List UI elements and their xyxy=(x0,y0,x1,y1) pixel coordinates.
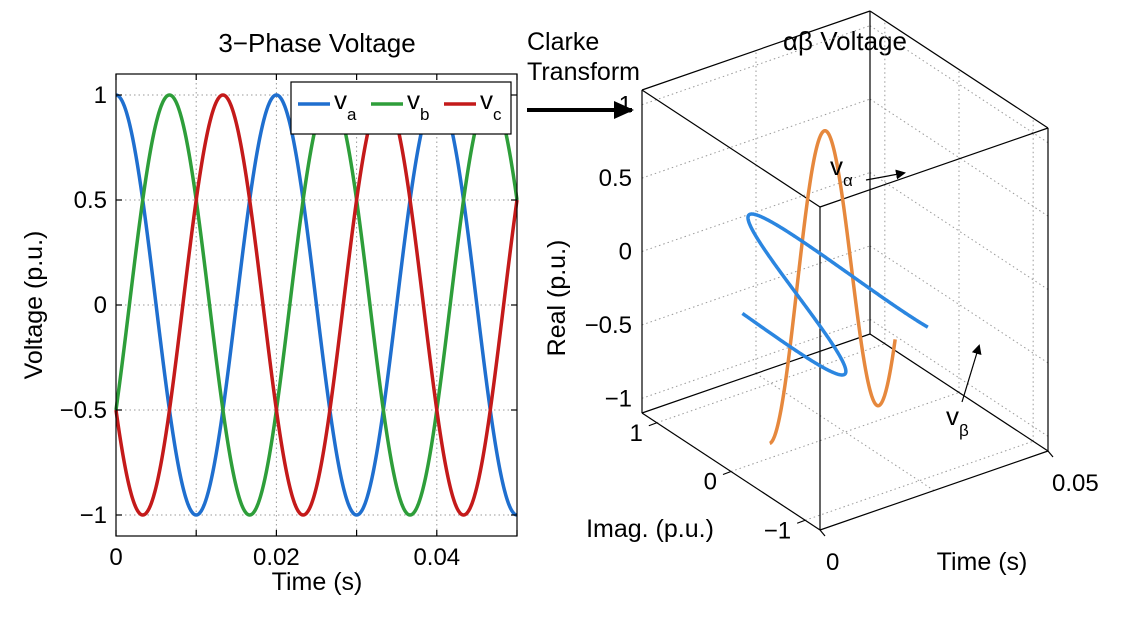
right-grid-floor-imag xyxy=(805,440,1034,521)
right-time-tick-label: 0.05 xyxy=(1052,470,1099,497)
left-x-axis-label: Time (s) xyxy=(272,568,363,596)
left-y-tick-label: −0.5 xyxy=(60,397,107,424)
legend-label-vc: vc xyxy=(480,85,502,124)
left-x-tick-label: 0.04 xyxy=(413,544,460,571)
left-x-tick-label: 0.02 xyxy=(253,544,300,571)
right-grid-floor-imag xyxy=(730,392,960,472)
right-time-tick-label: 0 xyxy=(826,549,839,576)
left-y-axis-label: Voltage (p.u.) xyxy=(20,231,48,380)
annotation-v-beta: vβ xyxy=(946,344,982,440)
right-box-edge xyxy=(641,10,871,91)
left-chart-title: 3−Phase Voltage xyxy=(218,28,415,58)
right-grid-back-real xyxy=(641,245,871,326)
right-imag-axis-label: Imag. (p.u.) xyxy=(586,515,714,543)
annotation-v-beta-label: vβ xyxy=(946,401,969,440)
right-time-axis-label: Time (s) xyxy=(937,548,1028,576)
legend-label-va: va xyxy=(334,85,357,124)
legend-label-vb: vb xyxy=(407,85,429,124)
left-y-tick-label: 1 xyxy=(94,82,107,109)
left-series-group xyxy=(114,93,519,517)
left-y-tick-label: −1 xyxy=(80,502,107,529)
left-tick-group: 0 0.02 0.04 −1 −0.5 0 0.5 1 xyxy=(60,74,518,571)
right-imag-tick-label: 0 xyxy=(704,469,717,496)
right-box-edge xyxy=(869,10,1049,129)
right-axes-box xyxy=(641,10,1049,531)
right-box-edge xyxy=(641,333,871,414)
series-line-v-alpha xyxy=(768,128,897,446)
legend: va vb vc xyxy=(290,81,512,135)
right-chart-title: αβ Voltage xyxy=(783,26,907,56)
right-imag-tick-mark xyxy=(796,519,806,524)
series-line-va xyxy=(114,93,519,517)
series-line-v-beta xyxy=(741,212,929,377)
right-grid-floor-imag xyxy=(656,343,885,424)
right-real-tick-label: 1 xyxy=(619,92,632,119)
annotation-v-beta-arrow xyxy=(961,344,982,403)
right-box-edge xyxy=(819,450,1049,531)
right-imag-tick-label: 1 xyxy=(629,420,642,447)
right-real-tick-label: −1 xyxy=(605,385,632,412)
left-x-tick-label: 0 xyxy=(109,544,122,571)
right-real-tick-label: 0.5 xyxy=(599,165,632,192)
right-box-edge xyxy=(641,89,821,208)
right-box-edge xyxy=(819,127,1049,208)
phase-voltage-plot: 3−Phase Voltage 0 0.02 0.04 −1 −0.5 0 0.5 1 Tim… xyxy=(20,28,519,596)
arrow-label-line2: Transform xyxy=(527,58,640,86)
left-y-tick-label: 0 xyxy=(94,292,107,319)
right-imag-tick-label: −1 xyxy=(764,517,791,544)
right-series-group xyxy=(741,128,929,446)
annotation-v-alpha-label: vα xyxy=(830,151,853,190)
alpha-beta-plot: αβ Voltage −1 −0.5 0 0.5 1 −1 0 1 0 0.05 Real (p.… xyxy=(543,10,1099,576)
right-box-edge xyxy=(869,333,1049,452)
legend-box xyxy=(290,81,512,135)
right-real-tick-label: −0.5 xyxy=(585,312,632,339)
left-y-tick-label: 0.5 xyxy=(74,187,107,214)
annotation-v-alpha: vα xyxy=(830,151,906,190)
right-grid-side-real xyxy=(869,172,1049,290)
right-imag-tick-mark xyxy=(722,470,732,476)
right-grid-side-real xyxy=(869,25,1049,144)
arrow-label-line1: Clarke xyxy=(527,28,599,56)
right-imag-tick-mark xyxy=(648,422,658,427)
annotation-v-alpha-arrow xyxy=(865,169,906,181)
right-real-tick-label: 0 xyxy=(619,239,632,266)
right-real-axis-label: Real (p.u.) xyxy=(543,240,571,357)
right-time-tick-mark xyxy=(819,529,826,537)
right-tick-group: −1 −0.5 0 0.5 1 −1 0 1 0 0.05 xyxy=(585,92,1099,576)
series-line-vc xyxy=(114,93,519,517)
right-grid-side-real xyxy=(869,245,1049,364)
right-time-tick-mark xyxy=(1047,450,1054,458)
clarke-transform-arrow: Clarke Transform xyxy=(527,28,640,119)
